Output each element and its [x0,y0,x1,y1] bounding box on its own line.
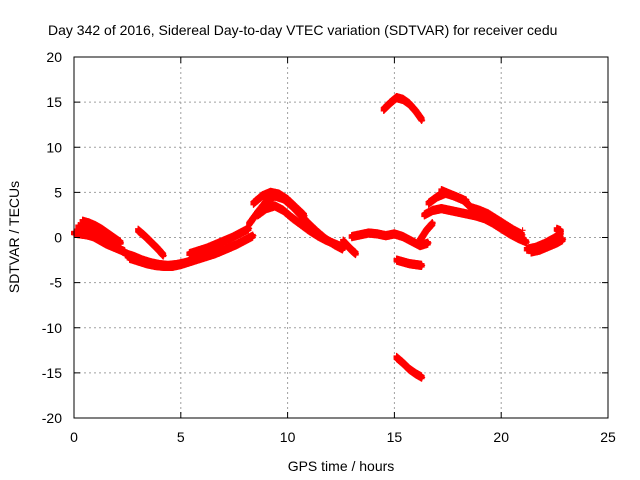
data-points [71,92,567,382]
data-point [113,244,120,251]
series-track-2 [75,222,120,252]
series-track-3 [79,216,124,248]
chart-title: Day 342 of 2016, Sidereal Day-to-day VTE… [48,22,557,38]
data-point [117,239,124,246]
